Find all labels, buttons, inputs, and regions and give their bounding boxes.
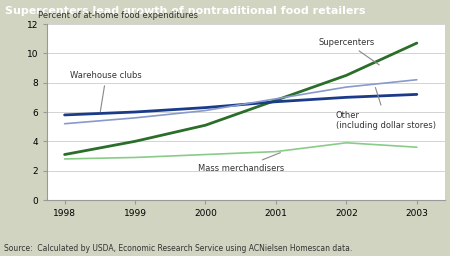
Text: Warehouse clubs: Warehouse clubs: [70, 71, 142, 112]
Text: Supercenters lead growth of nontraditional food retailers: Supercenters lead growth of nontradition…: [5, 6, 366, 16]
Text: Other
(including dollar stores): Other (including dollar stores): [336, 88, 436, 130]
Text: Supercenters: Supercenters: [318, 38, 379, 65]
Text: Mass merchandisers: Mass merchandisers: [198, 153, 285, 173]
Text: Source:  Calculated by USDA, Economic Research Service using ACNielsen Homescan : Source: Calculated by USDA, Economic Res…: [4, 244, 353, 253]
Text: Percent of at-home food expenditures: Percent of at-home food expenditures: [38, 11, 198, 20]
